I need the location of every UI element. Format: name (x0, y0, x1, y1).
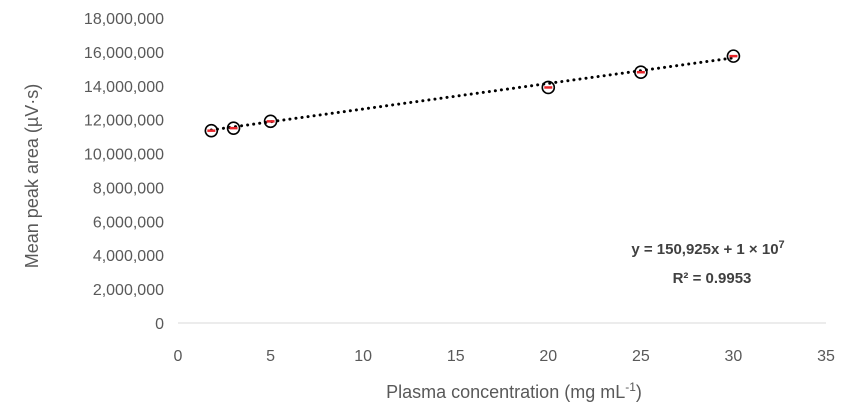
x-tick-label: 5 (266, 348, 275, 365)
x-tick-label: 20 (539, 348, 557, 365)
x-tick-label: 30 (725, 348, 743, 365)
trendline (209, 56, 735, 132)
y-tick-label: 0 (155, 316, 164, 333)
x-axis-ticks: 0 5 10 15 20 25 30 35 (174, 348, 835, 365)
y-tick-label: 16,000,000 (84, 45, 164, 62)
x-axis-title-superscript: -1 (625, 380, 636, 394)
x-tick-label: 35 (817, 348, 835, 365)
y-tick-label: 2,000,000 (93, 282, 164, 299)
x-axis-title-main: Plasma concentration (mg mL (386, 382, 625, 402)
y-tick-label: 10,000,000 (84, 147, 164, 164)
data-point (263, 114, 278, 129)
data-point (541, 80, 556, 95)
r-squared-label: R² = 0.9953 (673, 270, 752, 287)
y-tick-label: 14,000,000 (84, 79, 164, 96)
x-axis-title-end: ) (636, 382, 642, 402)
y-tick-label: 12,000,000 (84, 113, 164, 130)
data-point (726, 49, 741, 63)
x-tick-label: 0 (174, 348, 183, 365)
data-point (634, 65, 648, 80)
x-tick-label: 10 (354, 348, 372, 365)
equation-exponent: 7 (779, 239, 785, 251)
y-tick-label: 4,000,000 (93, 248, 164, 265)
data-point (226, 121, 241, 135)
equation-main: y = 150,925x + 1 × 10 (631, 241, 778, 258)
data-point (204, 123, 219, 138)
y-axis-title: Mean peak area (µV·s) (22, 84, 42, 268)
y-axis-ticks: 0 2,000,000 4,000,000 6,000,000 8,000,000 10,… (84, 11, 164, 333)
x-tick-label: 25 (632, 348, 650, 365)
x-axis-title: Plasma concentration (mg mL-1) (386, 380, 642, 402)
data-points (204, 49, 741, 138)
x-tick-label: 15 (447, 348, 465, 365)
y-tick-label: 18,000,000 (84, 11, 164, 28)
trendline-group (209, 56, 735, 132)
y-tick-label: 6,000,000 (93, 214, 164, 231)
y-tick-label: 8,000,000 (93, 180, 164, 197)
trendline-equation: y = 150,925x + 1 × 107 (631, 239, 784, 258)
